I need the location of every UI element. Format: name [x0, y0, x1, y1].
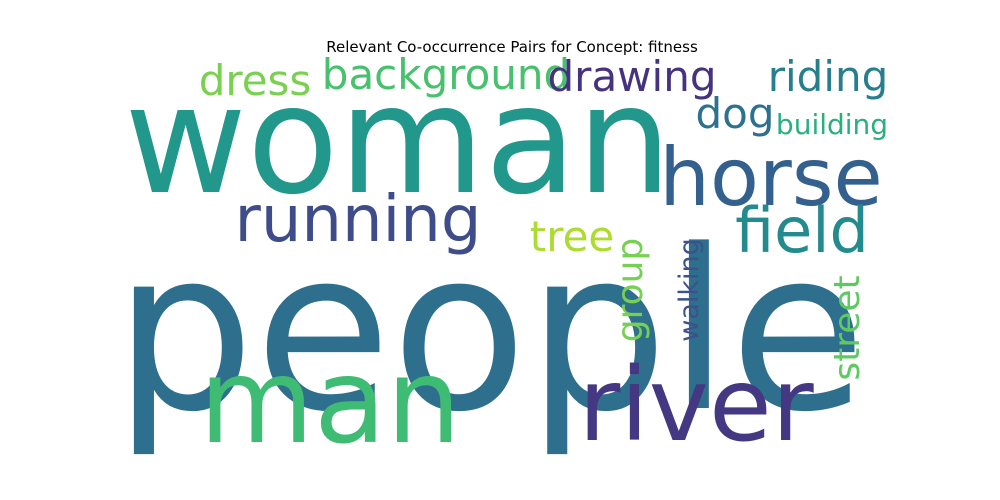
word-dog: dog — [695, 89, 774, 138]
word-man: man — [199, 332, 461, 470]
word-riding: riding — [768, 52, 889, 101]
word-building: building — [776, 108, 888, 141]
word-tree: tree — [530, 212, 615, 261]
word-group: group — [610, 238, 651, 343]
word-river: river — [578, 346, 813, 465]
word-running: running — [235, 183, 482, 257]
word-people: people — [114, 203, 867, 461]
word-walking: walking — [674, 238, 705, 342]
word-background: background — [322, 50, 570, 99]
word-street: street — [827, 275, 868, 380]
word-horse: horse — [659, 131, 882, 224]
word-dress: dress — [199, 56, 312, 105]
chart-title: Relevant Co-occurrence Pairs for Concept… — [326, 38, 698, 56]
word-drawing: drawing — [548, 52, 717, 101]
word-field: field — [735, 194, 869, 267]
word-woman: woman — [124, 54, 672, 228]
